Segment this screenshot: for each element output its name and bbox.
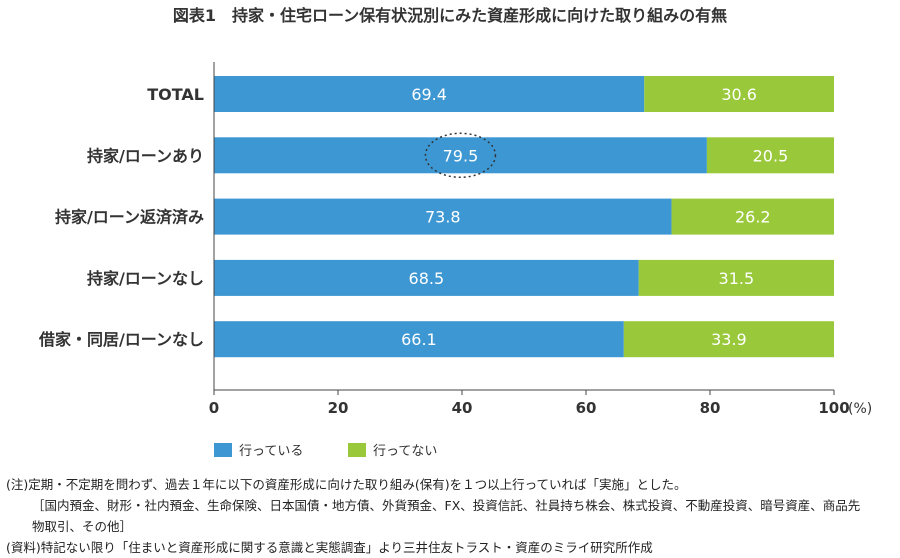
stacked-bar-chart: TOTAL 69.4 30.6 持家/ローンあり 79.5 20.5 持家/ローン返済済み 7… [38,62,872,459]
legend-label: 行ってない [373,444,437,459]
x-tick-label: 40 [452,399,473,417]
bar-segment [623,321,834,358]
category-label: TOTAL [147,85,204,104]
annotation-circle [424,132,497,179]
data-label: 26.2 [735,208,771,227]
legend-swatch [348,443,366,457]
data-label: 30.6 [721,85,757,104]
category-label: 借家・同居/ローンなし [38,330,204,349]
data-label: 33.9 [711,330,747,349]
legend-label: 行っている [239,444,303,459]
category-label: 持家/ローン返済済み [55,208,204,227]
note-line: ［国内預金、財形・社内預金、生命保険、日本国債・地方債、外貨預金、FX、投資信託… [32,498,861,513]
bar-segment [214,137,707,174]
bar-segment [214,76,645,112]
x-tick-label: 80 [700,399,721,417]
data-label: 20.5 [753,146,789,165]
x-tick-label: 60 [576,399,597,417]
data-label: 31.5 [719,269,755,288]
bar-segment [671,198,834,235]
note-line: (注)定期・不定期を問わず、過去１年に以下の資産形成に向けた取り組み(保有)を１… [6,477,687,492]
x-tick-label: 20 [328,399,349,417]
data-label: 68.5 [409,269,445,288]
note-line: 物取引、その他］ [32,519,133,534]
notes: (注)定期・不定期を問わず、過去１年に以下の資産形成に向けた取り組み(保有)を１… [6,474,860,558]
data-label: 73.8 [425,208,461,227]
chart-title: 図表1 持家・住宅ローン保有状況別にみた資産形成に向けた取り組みの有無 [172,6,728,25]
bar-segment [214,198,672,235]
data-label: 79.5 [443,146,479,165]
x-tick-label: 0 [209,399,219,417]
category-label: 持家/ローンなし [87,269,204,288]
bar-segment [214,321,624,358]
x-unit-label: (%) [848,401,872,417]
source-line: (資料)特記ない限り「住まいと資産形成に関する意識と実態調査」より三井住友トラス… [6,540,653,555]
bar-segment [644,76,834,112]
legend-swatch [214,443,232,457]
bar-segment [706,137,834,174]
category-label: 持家/ローンあり [87,146,204,165]
x-tick-label: 100 [818,399,849,417]
data-label: 66.1 [401,330,437,349]
data-label: 69.4 [411,85,447,104]
bar-segment [214,259,639,296]
bar-segment [638,259,834,296]
